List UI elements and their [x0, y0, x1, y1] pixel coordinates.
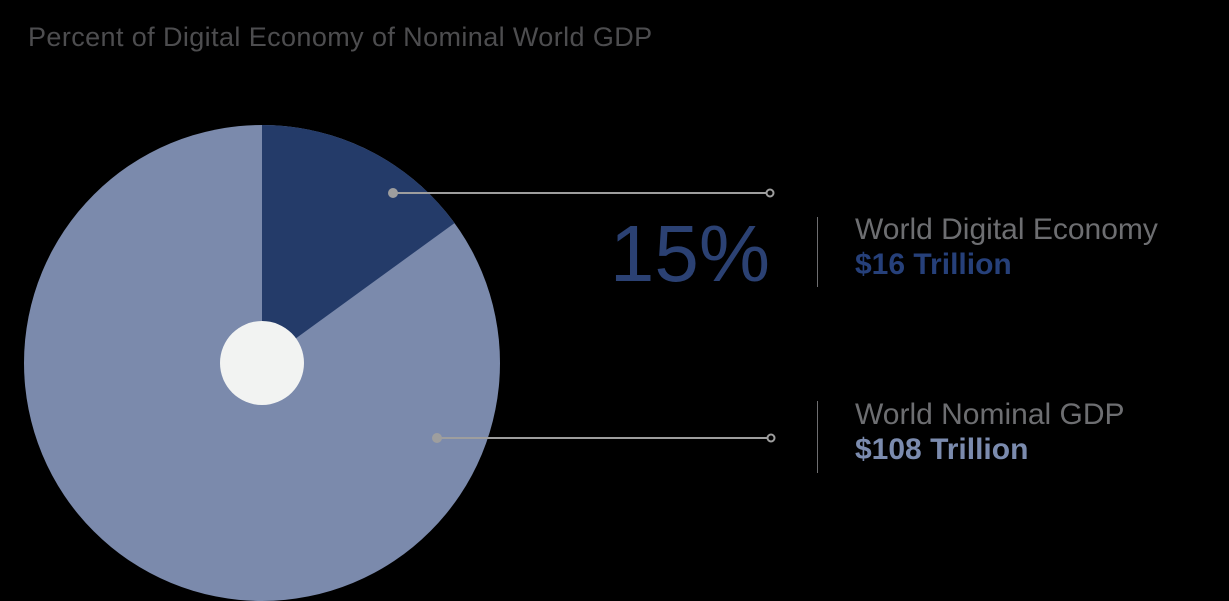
legend-value-nominal: $108 Trillion: [855, 433, 1029, 466]
divider-digital: [817, 217, 818, 287]
percent-callout: 15%: [609, 209, 770, 298]
divider-nominal: [817, 401, 818, 473]
pie-slice-world-digital-economy: [262, 125, 455, 363]
legend-world-digital-economy: World Digital Economy $16 Trillion: [855, 213, 1158, 283]
leader-ring-digital: [765, 188, 775, 198]
legend-label-nominal: World Nominal GDP: [855, 398, 1125, 431]
donut-hole: [220, 321, 304, 405]
legend-label-digital: World Digital Economy: [855, 213, 1158, 246]
legend-world-nominal-gdp: World Nominal GDP $108 Trillion: [855, 398, 1125, 468]
legend-value-digital: $16 Trillion: [855, 248, 1012, 281]
chart-title: Percent of Digital Economy of Nominal Wo…: [28, 22, 653, 52]
leader-ring-nominal: [766, 433, 776, 443]
donut-chart: [24, 125, 500, 601]
